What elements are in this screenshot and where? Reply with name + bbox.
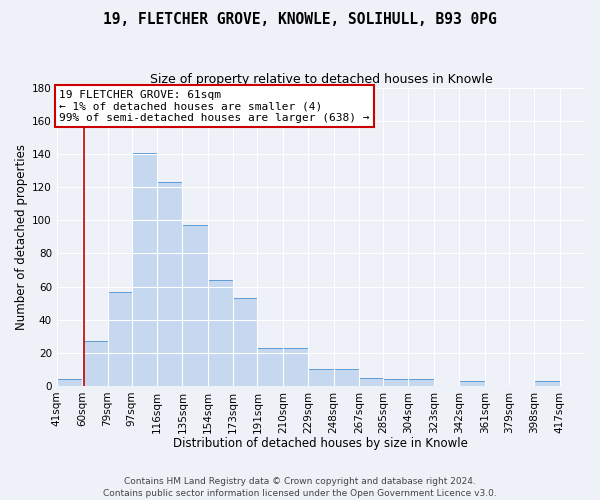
- Bar: [534, 381, 560, 386]
- Bar: [182, 226, 208, 386]
- Bar: [233, 298, 257, 386]
- X-axis label: Distribution of detached houses by size in Knowle: Distribution of detached houses by size …: [173, 437, 469, 450]
- Bar: [208, 280, 233, 386]
- Bar: [459, 381, 485, 386]
- Y-axis label: Number of detached properties: Number of detached properties: [15, 144, 28, 330]
- Bar: [107, 292, 131, 386]
- Bar: [131, 152, 157, 386]
- Bar: [157, 182, 182, 386]
- Bar: [308, 370, 334, 386]
- Bar: [257, 348, 283, 386]
- Bar: [283, 348, 308, 386]
- Text: Contains HM Land Registry data © Crown copyright and database right 2024.
Contai: Contains HM Land Registry data © Crown c…: [103, 476, 497, 498]
- Bar: [334, 370, 359, 386]
- Bar: [57, 379, 82, 386]
- Text: 19 FLETCHER GROVE: 61sqm
← 1% of detached houses are smaller (4)
99% of semi-det: 19 FLETCHER GROVE: 61sqm ← 1% of detache…: [59, 90, 370, 122]
- Bar: [409, 379, 434, 386]
- Bar: [383, 379, 409, 386]
- Bar: [82, 341, 107, 386]
- Title: Size of property relative to detached houses in Knowle: Size of property relative to detached ho…: [149, 72, 492, 86]
- Bar: [359, 378, 383, 386]
- Text: 19, FLETCHER GROVE, KNOWLE, SOLIHULL, B93 0PG: 19, FLETCHER GROVE, KNOWLE, SOLIHULL, B9…: [103, 12, 497, 28]
